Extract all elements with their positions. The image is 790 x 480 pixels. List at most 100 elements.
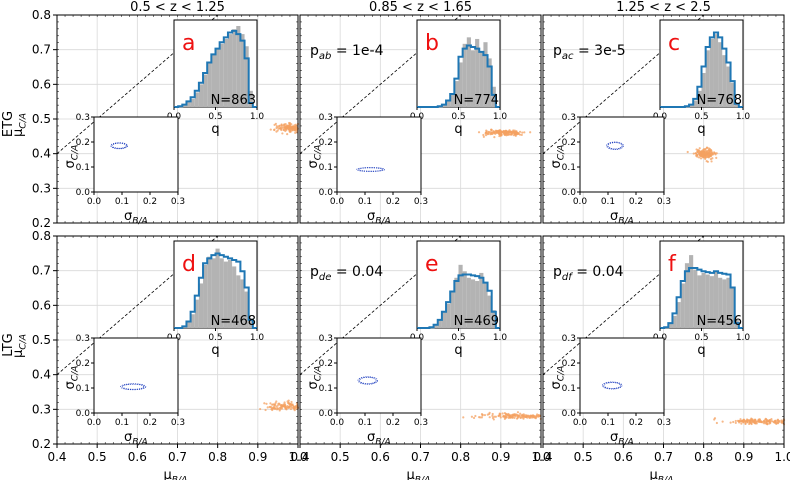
x-axis-label: μB/A [164, 468, 188, 480]
sigma-x-tick-label: 0.3 [414, 197, 428, 207]
sigma-x-tick-label: 0.2 [143, 418, 157, 428]
sigma-y-tick-label: 0.0 [76, 188, 91, 198]
mu-point [477, 416, 481, 419]
mu-point [537, 415, 540, 418]
mu-point [271, 403, 274, 406]
hist-bar [211, 54, 216, 107]
x-tick-label: 0.5 [574, 450, 593, 464]
mu-point [521, 414, 525, 418]
sigma-x-tick-label: 0.2 [143, 197, 157, 207]
mu-point [697, 156, 701, 159]
sigma-x-label: σB/A [610, 209, 634, 226]
sigma-x-label: σB/A [367, 430, 391, 447]
sigma-contour [602, 381, 623, 390]
sigma-x-label: σB/A [124, 209, 148, 226]
mu-point [519, 416, 522, 420]
hist-bar [232, 266, 237, 328]
mu-point [740, 422, 743, 425]
mu-point [487, 131, 490, 134]
column-title: 0.5 < z < 1.25 [130, 0, 225, 15]
mu-point [529, 414, 532, 417]
hist-bar [470, 50, 476, 107]
sigma-y-tick-label: 0.3 [76, 334, 90, 344]
mu-point [280, 407, 284, 410]
mu-point [533, 415, 536, 418]
mu-point [503, 417, 506, 421]
mu-point [489, 133, 492, 136]
hist-bar [190, 98, 195, 107]
hist-bar [244, 291, 249, 328]
mu-point [280, 128, 283, 132]
mu-point [273, 128, 276, 132]
mu-point [765, 420, 768, 423]
sigma-x-tick-label: 0.2 [386, 197, 400, 207]
hist-model-line [417, 273, 500, 329]
mu-point [502, 129, 505, 133]
hist-bar [240, 34, 245, 107]
mu-point [705, 160, 708, 163]
hist-bar [730, 82, 735, 107]
mu-point [486, 133, 489, 136]
hist-bar [248, 318, 253, 328]
mu-point [707, 153, 710, 156]
mu-point [498, 134, 501, 138]
hist-bar [693, 100, 698, 107]
mu-point [744, 422, 747, 425]
mu-point [706, 151, 709, 154]
mu-point [510, 133, 513, 136]
mu-point [509, 130, 512, 133]
mu-point [514, 134, 517, 137]
sigma-y-tick-label: 0.1 [562, 384, 576, 394]
mu-point [511, 416, 514, 419]
hist-bar [705, 50, 710, 107]
hist-bar [709, 276, 714, 328]
sigma-x-tick-label: 0.1 [358, 197, 372, 207]
sigma-x-tick-label: 0.0 [87, 197, 102, 207]
mu-point [734, 419, 737, 423]
mu-point [518, 130, 522, 133]
sigma-y-label: σC/A [63, 145, 80, 169]
hist-model-line [417, 44, 500, 108]
sigma-y-tick-label: 0.0 [319, 188, 334, 198]
mu-point [263, 402, 266, 405]
mu-point [715, 421, 718, 425]
x-axis-label: μB/A [650, 468, 674, 480]
hist-bar [668, 323, 673, 328]
sigma-x-tick-label: 0.0 [87, 418, 102, 428]
hist-bar [454, 277, 459, 328]
hist-bar [466, 277, 471, 328]
mu-point [695, 148, 698, 151]
mu-point [268, 405, 271, 409]
hist-bar [211, 258, 216, 328]
mu-point [715, 156, 718, 159]
hist-model-line [174, 29, 257, 108]
mu-point [504, 129, 507, 132]
sigma-x-tick-label: 0.0 [573, 197, 588, 207]
mu-point [284, 405, 287, 408]
sigma-contour [359, 376, 377, 385]
sigma-x-label: σB/A [367, 209, 391, 226]
mu-point [748, 421, 751, 424]
hist-bar [194, 92, 199, 107]
hist-bar [713, 271, 719, 328]
hist-bar [244, 46, 249, 107]
mu-point [696, 150, 699, 153]
sigma-y-tick-label: 0.1 [319, 384, 333, 394]
hist-bar [701, 272, 706, 328]
mu-point [293, 407, 296, 410]
mu-point [292, 125, 295, 128]
sigma-x-tick-label: 0.2 [386, 418, 400, 428]
mu-point [480, 416, 483, 419]
hist-x-label: q [454, 122, 462, 137]
sigma-inset-frame [579, 337, 665, 414]
mu-point [695, 154, 698, 157]
mu-point [275, 405, 278, 408]
hist-bar [680, 283, 685, 328]
sigma-y-label: σC/A [306, 366, 323, 390]
sigma-y-tick-label: 0.3 [76, 113, 90, 123]
mu-point [281, 126, 285, 129]
mu-point [273, 123, 276, 126]
y-tick-label: 0.5 [32, 333, 51, 347]
hist-bar [722, 279, 727, 328]
mu-point [259, 407, 262, 411]
